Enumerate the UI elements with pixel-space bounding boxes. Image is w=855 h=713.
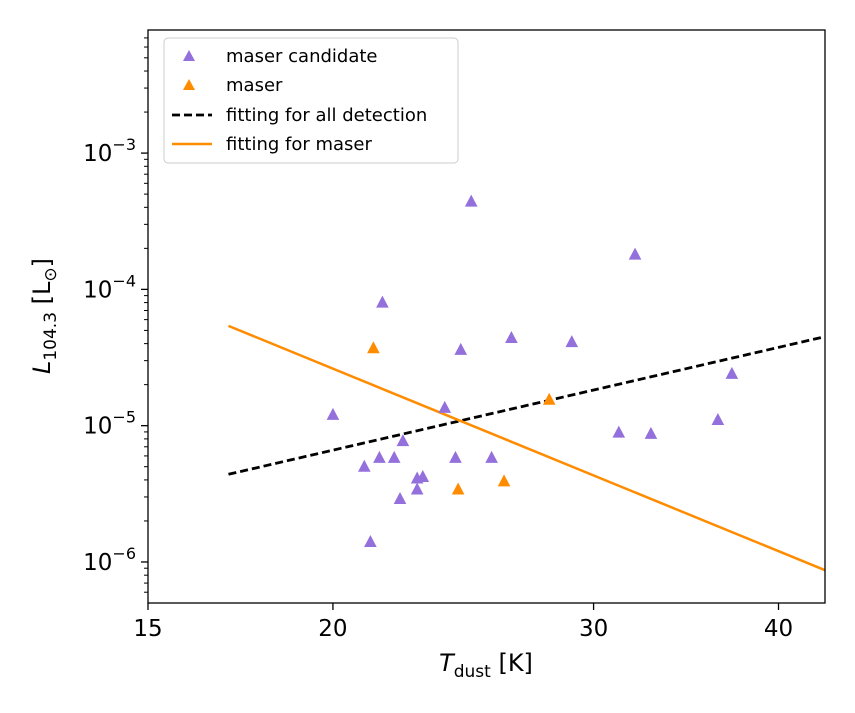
point-maser-candidate — [505, 330, 518, 343]
y-tick-base: 10 — [83, 550, 112, 576]
x-axis-ticks: 15 20 30 40 — [133, 603, 793, 642]
y-tick-label: 10−4 — [83, 271, 136, 303]
legend-label-maser-candidate: maser candidate — [226, 46, 378, 67]
x-tick-label: 30 — [579, 616, 608, 642]
legend: maser candidate maser fitting for all de… — [163, 37, 459, 164]
y-tick-label: 10−5 — [83, 408, 136, 440]
plot-frame — [147, 29, 826, 604]
point-maser — [367, 341, 380, 354]
x-axis-label-unit: [K] — [491, 649, 533, 677]
point-maser-candidate — [410, 482, 424, 495]
legend-label-maser-fit: fitting for maser — [226, 134, 372, 155]
point-maser-candidate — [612, 425, 626, 438]
point-maser-candidate — [416, 470, 430, 483]
legend-box — [163, 37, 459, 164]
x-tick-label: 15 — [133, 616, 162, 642]
point-maser-candidate — [485, 450, 498, 463]
point-maser-candidate — [711, 413, 725, 426]
point-maser-candidate — [326, 407, 340, 420]
point-maser — [542, 392, 556, 405]
point-maser-candidate — [454, 342, 468, 355]
fit-line-fitting-for-all-detection — [228, 335, 826, 476]
y-tick-exponent: −5 — [112, 408, 136, 427]
point-maser-candidate — [628, 247, 642, 260]
point-maser — [497, 474, 511, 487]
point-maser-candidate — [464, 194, 478, 207]
legend-marker-maser-candidate — [183, 50, 195, 61]
y-axis-label-sub: 104.3 — [41, 312, 61, 361]
point-maser-candidate — [438, 400, 452, 413]
y-tick-exponent: −4 — [112, 271, 136, 290]
y-tick-base: 10 — [83, 414, 112, 440]
y-tick-label: 10−6 — [83, 544, 136, 576]
point-maser-candidate — [449, 450, 462, 463]
point-maser-candidate — [364, 535, 377, 548]
y-tick-exponent: −3 — [112, 135, 136, 154]
y-axis-label-unit-sub: ⊙ — [41, 267, 61, 281]
point-maser-candidate — [725, 366, 739, 379]
point-maser-candidate — [373, 450, 386, 463]
y-tick-exponent: −6 — [112, 544, 136, 563]
plot-content — [227, 194, 826, 572]
point-maser-candidate — [396, 434, 410, 447]
x-axis-label-main: T — [439, 649, 456, 677]
legend-label-maser: maser — [226, 75, 283, 96]
point-maser-candidate — [393, 491, 407, 504]
legend-label-all-detection: fitting for all detection — [226, 105, 427, 126]
point-maser-candidate — [565, 335, 579, 348]
y-tick-base: 10 — [83, 141, 112, 167]
point-maser-candidate — [357, 459, 371, 472]
legend-marker-maser — [183, 79, 195, 90]
y-axis-label-unit-open: [L — [28, 281, 56, 312]
point-maser-candidate — [376, 295, 389, 308]
y-axis-ticks: 10−610−510−410−3 — [83, 37, 148, 593]
x-axis-label: Tdust [K] — [439, 649, 533, 682]
point-maser — [451, 482, 465, 495]
x-axis-label-sub: dust — [454, 662, 491, 682]
y-tick-label: 10−3 — [83, 135, 136, 167]
fit-line-fitting-for-maser — [227, 324, 826, 572]
y-tick-base: 10 — [83, 277, 112, 303]
point-maser-candidate — [644, 426, 658, 439]
y-axis-label-unit-close: ] — [28, 258, 56, 267]
point-maser-candidate — [387, 450, 401, 463]
y-axis-label-main: L — [28, 361, 56, 374]
y-axis-label: L104.3 [L⊙] — [28, 258, 61, 374]
x-tick-label: 40 — [764, 616, 793, 642]
x-tick-label: 20 — [318, 616, 347, 642]
